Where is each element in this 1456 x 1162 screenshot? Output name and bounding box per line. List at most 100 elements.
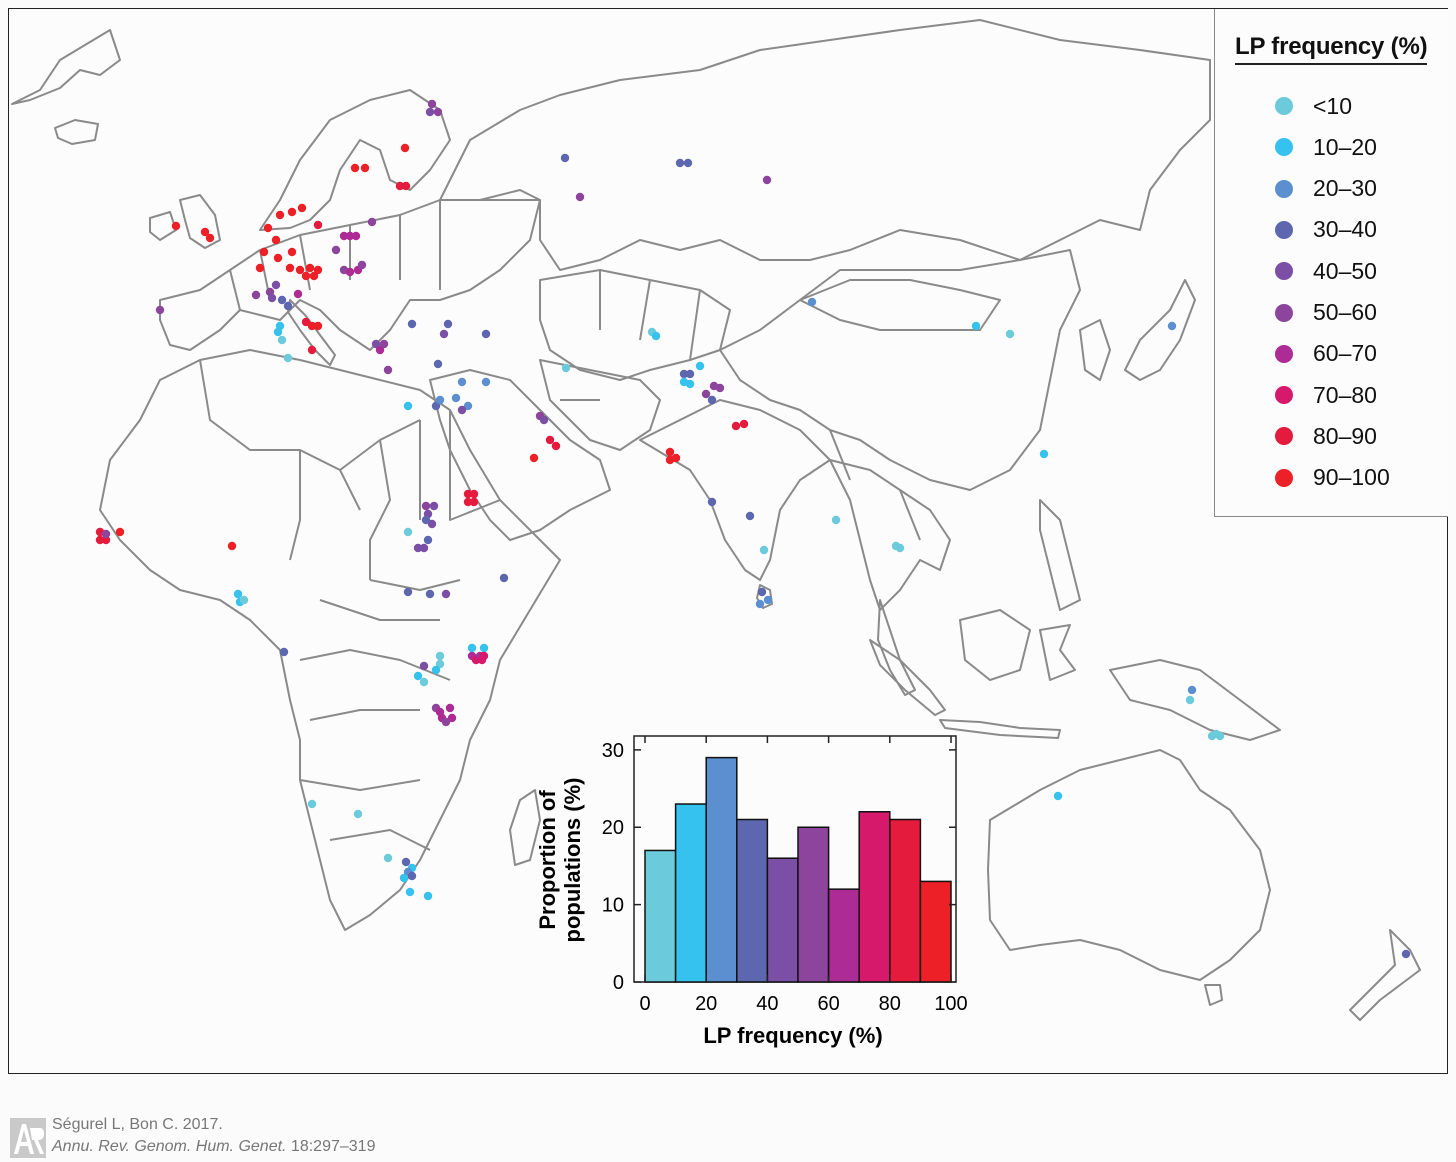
new-zealand-outline xyxy=(1349,929,1421,1021)
legend-swatch xyxy=(1275,97,1293,115)
legend-item: 20–30 xyxy=(1275,174,1377,204)
population-dot xyxy=(279,647,289,657)
population-dot xyxy=(351,231,361,241)
histogram-bar xyxy=(889,818,922,983)
population-dot xyxy=(427,99,437,109)
population-dot xyxy=(551,441,561,451)
population-dot xyxy=(395,181,405,191)
population-dot xyxy=(715,383,725,393)
population-dot xyxy=(477,655,487,665)
histogram-bar xyxy=(766,857,799,983)
india-outline xyxy=(639,399,831,581)
population-dot xyxy=(481,377,491,387)
legend-swatch xyxy=(1275,138,1293,157)
new-guinea-outline xyxy=(1109,659,1281,741)
population-dot xyxy=(441,589,451,599)
population-dot xyxy=(309,271,319,281)
population-dot xyxy=(529,453,539,463)
philippines-outline xyxy=(1039,499,1081,611)
legend-item: 80–90 xyxy=(1275,421,1377,451)
legend-label: 10–20 xyxy=(1313,133,1377,160)
population-dot xyxy=(239,595,249,605)
britain-outline xyxy=(179,194,221,249)
legend-swatch xyxy=(1275,303,1293,322)
population-dot xyxy=(429,501,439,511)
y-axis-label-line2: populations (%) xyxy=(560,778,585,943)
population-dot xyxy=(433,107,443,117)
tasmania-outline xyxy=(1204,984,1223,1006)
y-axis-ticks: 0 10 20 30 xyxy=(602,740,956,994)
population-dot xyxy=(425,589,435,599)
sri-lanka-outline xyxy=(756,584,773,609)
population-dot xyxy=(401,857,411,867)
histogram-bar xyxy=(736,818,769,983)
population-dot xyxy=(423,891,433,901)
population-dot xyxy=(665,447,675,457)
legend-swatch xyxy=(1275,344,1293,363)
histogram-bar xyxy=(827,888,860,983)
population-dot xyxy=(1039,449,1049,459)
population-dot xyxy=(433,359,443,369)
population-dot xyxy=(463,401,473,411)
population-dot xyxy=(399,873,409,883)
population-dot xyxy=(407,319,417,329)
population-dot xyxy=(707,395,717,405)
australia-outline xyxy=(987,749,1271,981)
population-dot xyxy=(1167,321,1177,331)
population-dot xyxy=(435,707,445,717)
legend-item: 50–60 xyxy=(1275,298,1377,328)
population-dot xyxy=(287,247,297,257)
population-dots xyxy=(95,99,1411,959)
iceland-outline xyxy=(54,119,99,145)
histogram-bar xyxy=(919,880,952,983)
population-dot xyxy=(205,233,215,243)
population-dot xyxy=(701,389,711,399)
population-dot xyxy=(171,221,181,231)
population-dot xyxy=(469,489,479,499)
population-dot xyxy=(421,501,431,511)
population-dot xyxy=(383,365,393,375)
x-axis-label: LP frequency (%) xyxy=(703,1023,882,1048)
scandinavia-outline xyxy=(259,89,451,231)
population-dot xyxy=(447,713,457,723)
korea-outline xyxy=(1079,319,1111,381)
population-dot xyxy=(383,853,393,863)
legend-label: 60–70 xyxy=(1313,340,1377,367)
population-dot xyxy=(345,231,355,241)
population-dot xyxy=(763,595,773,605)
population-dot xyxy=(435,659,445,669)
java-outline xyxy=(939,719,1061,739)
iran-outline xyxy=(539,359,661,451)
legend-swatch xyxy=(1275,427,1293,446)
population-dot xyxy=(685,379,695,389)
legend-item: 30–40 xyxy=(1275,215,1377,245)
population-dot xyxy=(463,497,473,507)
population-dot xyxy=(423,535,433,545)
population-dot xyxy=(707,497,717,507)
population-dot xyxy=(307,321,317,331)
population-dot xyxy=(371,339,381,349)
citation-authors: Ségurel L, Bon C. 2017. xyxy=(52,1116,223,1133)
legend-label: 40–50 xyxy=(1313,257,1377,284)
legend-label: 70–80 xyxy=(1313,381,1377,408)
population-dot xyxy=(273,253,283,263)
population-dot xyxy=(313,220,323,230)
population-dot xyxy=(675,158,685,168)
y-tick-label: 30 xyxy=(602,740,624,762)
russia-outline xyxy=(439,19,1211,271)
population-dot xyxy=(443,319,453,329)
population-dot xyxy=(403,587,413,597)
internal-borders xyxy=(199,200,921,851)
population-dot xyxy=(350,163,360,173)
population-dot xyxy=(301,317,311,327)
legend-swatch xyxy=(1275,386,1293,405)
population-dot xyxy=(297,203,307,213)
population-dot xyxy=(251,290,261,300)
population-dot xyxy=(1053,791,1063,801)
population-dot xyxy=(339,231,349,241)
population-dot xyxy=(277,295,287,305)
population-dot xyxy=(275,210,285,220)
population-dot xyxy=(431,665,441,675)
legend-swatch xyxy=(1275,468,1293,487)
population-dot xyxy=(271,235,281,245)
